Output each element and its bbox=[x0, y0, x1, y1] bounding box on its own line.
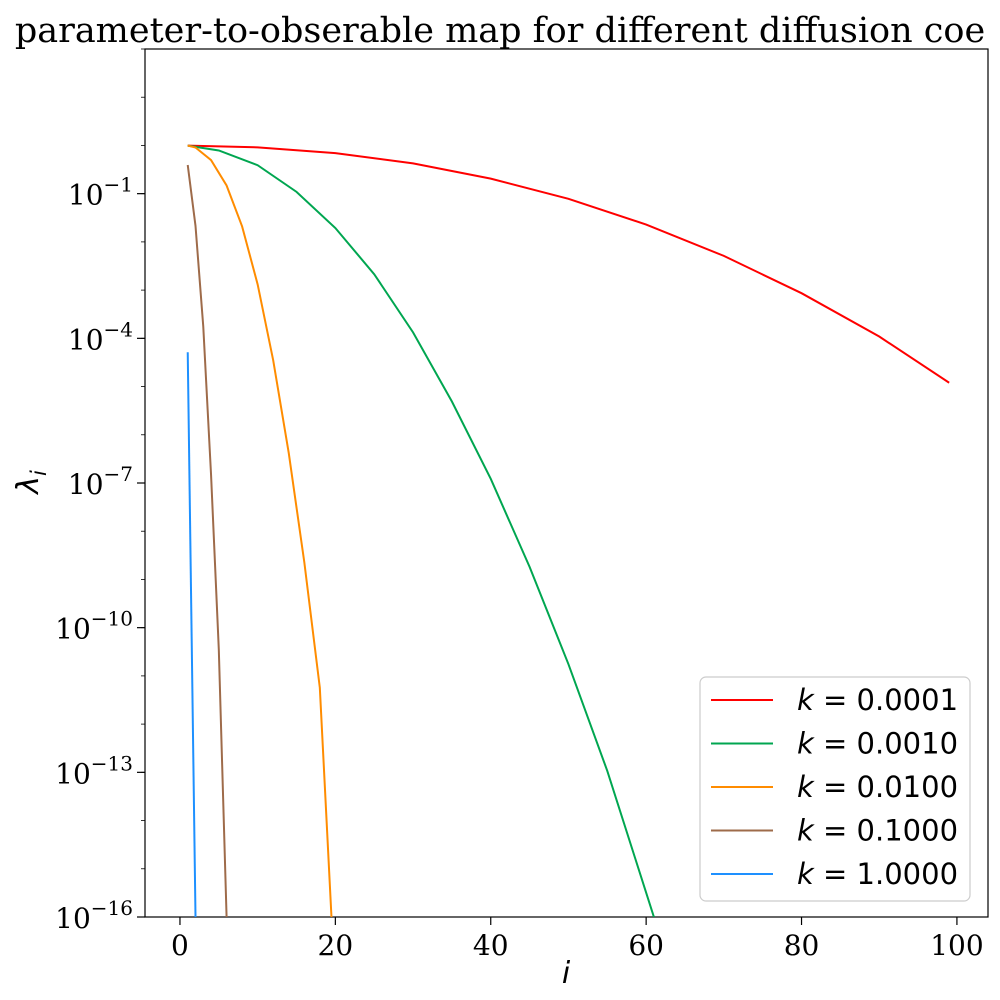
y-tick-base: 10 bbox=[55, 902, 91, 935]
y-tick-base: 10 bbox=[55, 613, 91, 646]
legend-box bbox=[699, 676, 971, 902]
y-axis-label-subscript: i bbox=[27, 470, 51, 476]
y-tick-base: 10 bbox=[68, 179, 104, 212]
x-tick-label: 20 bbox=[318, 929, 354, 962]
chart-title: parameter-to-obserable map for different… bbox=[15, 11, 985, 51]
legend-label: k = 1.0000 bbox=[797, 857, 958, 891]
y-tick-label: 10−1 bbox=[68, 173, 133, 212]
x-axis-label: i bbox=[562, 956, 571, 991]
y-tick-base: 10 bbox=[68, 468, 104, 501]
legend-label: k = 0.0010 bbox=[797, 727, 958, 761]
x-tick-label: 60 bbox=[628, 929, 664, 962]
y-tick-exponent: −16 bbox=[91, 896, 133, 920]
y-tick-label: 10−10 bbox=[55, 607, 133, 646]
x-tick-label: 40 bbox=[473, 929, 509, 962]
y-axis-label-symbol: λ bbox=[11, 476, 46, 496]
series-line-1 bbox=[187, 144, 655, 917]
y-tick-label: 10−13 bbox=[55, 751, 133, 790]
x-tick-label: 80 bbox=[784, 929, 820, 962]
y-tick-label: 10−16 bbox=[55, 896, 133, 935]
y-tick-label: 10−4 bbox=[68, 317, 133, 356]
y-tick-exponent: −13 bbox=[91, 751, 133, 775]
x-axis-ticks: 0 20 40 60 80 100 bbox=[171, 917, 984, 962]
series-line-3 bbox=[186, 164, 228, 917]
y-tick-base: 10 bbox=[68, 323, 104, 356]
y-tick-exponent: −1 bbox=[104, 173, 133, 197]
y-axis-label: λi bbox=[11, 470, 51, 496]
series-line-4 bbox=[186, 352, 197, 917]
x-tick-label: 100 bbox=[930, 929, 983, 962]
svg-text:λi: λi bbox=[11, 470, 51, 496]
y-tick-exponent: −10 bbox=[91, 607, 133, 631]
legend-label: k = 0.0100 bbox=[797, 770, 958, 804]
series-line-0 bbox=[187, 144, 950, 384]
x-tick-label: 0 bbox=[171, 929, 189, 962]
y-tick-exponent: −7 bbox=[104, 462, 133, 486]
legend-label: k = 0.0001 bbox=[797, 683, 958, 717]
series-line-2 bbox=[187, 144, 333, 917]
legend-label: k = 0.1000 bbox=[797, 814, 958, 848]
legend: k = 0.0001 k = 0.0010 k = 0.0100 k = 0.1000… bbox=[699, 676, 971, 902]
y-tick-exponent: −4 bbox=[104, 317, 133, 341]
series-lines bbox=[186, 144, 950, 917]
y-tick-base: 10 bbox=[55, 757, 91, 790]
y-tick-label: 10−7 bbox=[68, 462, 133, 501]
